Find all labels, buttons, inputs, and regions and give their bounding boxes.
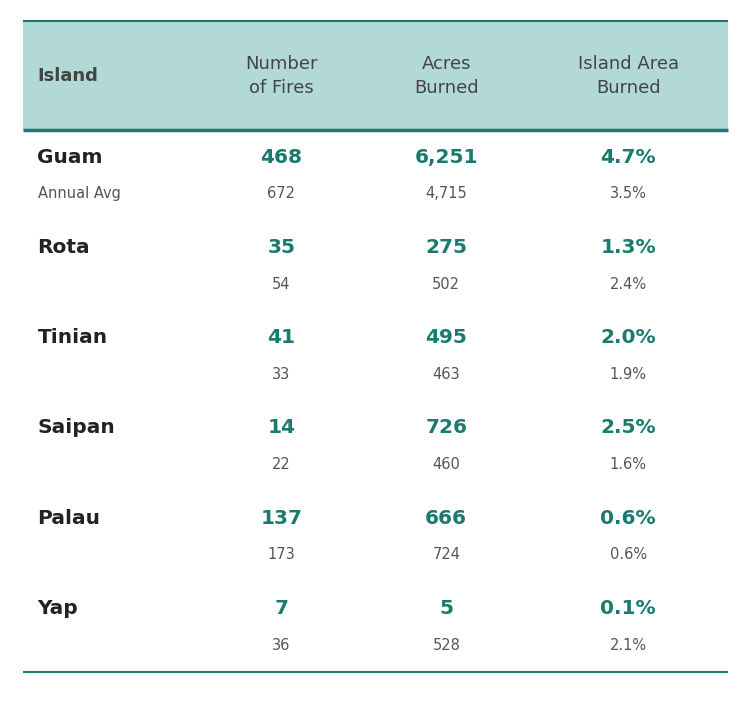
Text: Yap: Yap: [38, 599, 78, 618]
Text: Annual Avg: Annual Avg: [38, 186, 120, 202]
Text: Rota: Rota: [38, 238, 90, 257]
Text: 6,251: 6,251: [415, 148, 478, 166]
Text: 1.3%: 1.3%: [600, 238, 656, 257]
Text: Palau: Palau: [38, 509, 100, 527]
Text: 7: 7: [274, 599, 288, 618]
Text: 528: 528: [432, 637, 460, 653]
Text: 22: 22: [272, 457, 291, 472]
FancyBboxPatch shape: [22, 21, 728, 130]
Text: Tinian: Tinian: [38, 329, 108, 347]
Text: 468: 468: [260, 148, 302, 166]
Text: Saipan: Saipan: [38, 419, 116, 437]
Text: 460: 460: [432, 457, 460, 472]
Text: 36: 36: [272, 637, 290, 653]
Text: 41: 41: [267, 329, 296, 347]
Text: 2.0%: 2.0%: [600, 329, 656, 347]
Text: 463: 463: [433, 367, 460, 382]
Text: 0.1%: 0.1%: [600, 599, 656, 618]
Text: 672: 672: [267, 186, 296, 202]
Text: 0.6%: 0.6%: [610, 547, 646, 563]
Text: Number
of Fires: Number of Fires: [245, 55, 317, 97]
Text: 726: 726: [425, 419, 467, 437]
Text: 495: 495: [425, 329, 467, 347]
Text: 5: 5: [440, 599, 453, 618]
Text: Island Area
Burned: Island Area Burned: [578, 55, 679, 97]
Text: 3.5%: 3.5%: [610, 186, 646, 202]
Text: 14: 14: [267, 419, 296, 437]
Text: 4,715: 4,715: [425, 186, 467, 202]
Text: 502: 502: [432, 276, 460, 292]
Text: 1.9%: 1.9%: [610, 367, 646, 382]
Text: 2.4%: 2.4%: [610, 276, 646, 292]
Text: 35: 35: [267, 238, 296, 257]
Text: 4.7%: 4.7%: [600, 148, 656, 166]
Text: 173: 173: [267, 547, 295, 563]
Text: 33: 33: [272, 367, 290, 382]
Text: Guam: Guam: [38, 148, 103, 166]
Text: 2.5%: 2.5%: [600, 419, 656, 437]
Text: 1.6%: 1.6%: [610, 457, 646, 472]
Text: 724: 724: [432, 547, 460, 563]
Text: Island: Island: [38, 67, 98, 85]
Text: 0.6%: 0.6%: [600, 509, 656, 527]
Text: 2.1%: 2.1%: [610, 637, 646, 653]
Text: 666: 666: [425, 509, 467, 527]
Text: Acres
Burned: Acres Burned: [414, 55, 478, 97]
Text: 54: 54: [272, 276, 290, 292]
Text: 275: 275: [425, 238, 467, 257]
Text: 137: 137: [260, 509, 302, 527]
